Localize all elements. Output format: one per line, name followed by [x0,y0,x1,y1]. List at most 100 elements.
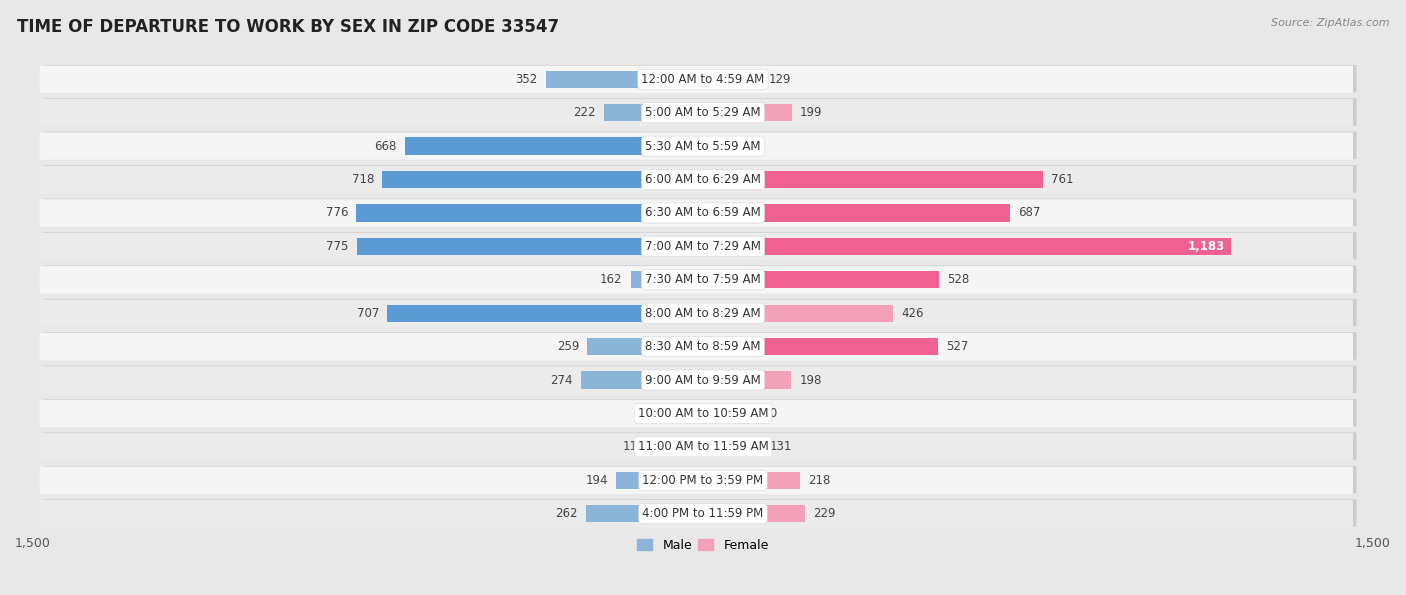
FancyBboxPatch shape [39,466,1353,494]
Text: 761: 761 [1052,173,1074,186]
Bar [703,305,893,322]
Text: 129: 129 [769,73,792,86]
FancyBboxPatch shape [39,266,1353,293]
Text: 198: 198 [800,374,823,387]
Text: 718: 718 [352,173,374,186]
Bar [703,171,1043,188]
Text: 8:00 AM to 8:29 AM: 8:00 AM to 8:29 AM [645,306,761,320]
Text: 426: 426 [901,306,924,320]
FancyBboxPatch shape [39,433,1353,461]
Bar [703,405,748,422]
Text: 12:00 AM to 4:59 AM: 12:00 AM to 4:59 AM [641,73,765,86]
FancyBboxPatch shape [39,65,1353,93]
Bar [703,137,728,155]
Text: 56: 56 [737,140,751,153]
Text: 199: 199 [800,107,823,119]
Text: 194: 194 [586,474,609,487]
Bar [703,472,800,489]
FancyBboxPatch shape [44,299,1357,326]
FancyBboxPatch shape [44,232,1357,259]
Bar [356,204,703,222]
Text: 262: 262 [555,507,578,520]
Bar [703,104,792,121]
FancyBboxPatch shape [44,499,1357,527]
Bar [654,438,703,456]
Text: TIME OF DEPARTURE TO WORK BY SEX IN ZIP CODE 33547: TIME OF DEPARTURE TO WORK BY SEX IN ZIP … [17,18,560,36]
Bar [631,271,703,289]
Text: 6:30 AM to 6:59 AM: 6:30 AM to 6:59 AM [645,206,761,220]
FancyBboxPatch shape [39,400,1353,427]
Text: 218: 218 [808,474,831,487]
FancyBboxPatch shape [39,99,1353,126]
Text: 1,183: 1,183 [1188,240,1225,253]
Text: 707: 707 [357,306,380,320]
Bar [703,237,1232,255]
Text: 668: 668 [374,140,396,153]
FancyBboxPatch shape [39,233,1353,260]
Text: 274: 274 [550,374,572,387]
FancyBboxPatch shape [44,65,1357,92]
Bar [603,104,703,121]
Bar [703,338,938,355]
Text: 7:00 AM to 7:29 AM: 7:00 AM to 7:29 AM [645,240,761,253]
Bar [616,472,703,489]
Text: 8:30 AM to 8:59 AM: 8:30 AM to 8:59 AM [645,340,761,353]
Text: 5:30 AM to 5:59 AM: 5:30 AM to 5:59 AM [645,140,761,153]
FancyBboxPatch shape [39,166,1353,193]
FancyBboxPatch shape [39,133,1353,160]
FancyBboxPatch shape [44,332,1357,359]
Text: 11:00 AM to 11:59 AM: 11:00 AM to 11:59 AM [638,440,768,453]
FancyBboxPatch shape [44,433,1357,460]
FancyBboxPatch shape [39,333,1353,361]
Text: 7:30 AM to 7:59 AM: 7:30 AM to 7:59 AM [645,273,761,286]
Text: 100: 100 [755,407,778,420]
Text: 259: 259 [557,340,579,353]
Text: 5:00 AM to 5:29 AM: 5:00 AM to 5:29 AM [645,107,761,119]
Text: 4:00 PM to 11:59 PM: 4:00 PM to 11:59 PM [643,507,763,520]
Bar [387,305,703,322]
Bar [703,271,939,289]
FancyBboxPatch shape [39,367,1353,394]
Text: 111: 111 [623,440,645,453]
Text: 10:00 AM to 10:59 AM: 10:00 AM to 10:59 AM [638,407,768,420]
Text: 12:00 PM to 3:59 PM: 12:00 PM to 3:59 PM [643,474,763,487]
Text: 222: 222 [574,107,596,119]
FancyBboxPatch shape [44,131,1357,159]
Text: 528: 528 [946,273,969,286]
FancyBboxPatch shape [39,299,1353,327]
Bar [546,71,703,88]
FancyBboxPatch shape [39,500,1353,527]
Bar [405,137,703,155]
Bar [357,237,703,255]
Text: 9:00 AM to 9:59 AM: 9:00 AM to 9:59 AM [645,374,761,387]
Bar [703,371,792,389]
Bar [382,171,703,188]
Bar [703,71,761,88]
Text: 687: 687 [1018,206,1040,220]
Text: Source: ZipAtlas.com: Source: ZipAtlas.com [1271,18,1389,28]
Text: 162: 162 [600,273,623,286]
Text: 229: 229 [813,507,835,520]
Bar [703,204,1010,222]
Bar [703,438,762,456]
Legend: Male, Female: Male, Female [633,534,773,557]
Bar [588,338,703,355]
Text: 352: 352 [516,73,537,86]
Bar [581,371,703,389]
Bar [703,505,806,522]
FancyBboxPatch shape [44,199,1357,226]
Text: 131: 131 [769,440,792,453]
Text: 775: 775 [326,240,349,253]
FancyBboxPatch shape [44,466,1357,493]
Text: 776: 776 [326,206,349,220]
Bar [586,505,703,522]
FancyBboxPatch shape [44,265,1357,293]
FancyBboxPatch shape [44,98,1357,126]
FancyBboxPatch shape [44,399,1357,427]
Text: 6:00 AM to 6:29 AM: 6:00 AM to 6:29 AM [645,173,761,186]
FancyBboxPatch shape [44,366,1357,393]
Text: 527: 527 [946,340,969,353]
Bar [682,405,703,422]
FancyBboxPatch shape [39,199,1353,227]
Text: 47: 47 [659,407,673,420]
